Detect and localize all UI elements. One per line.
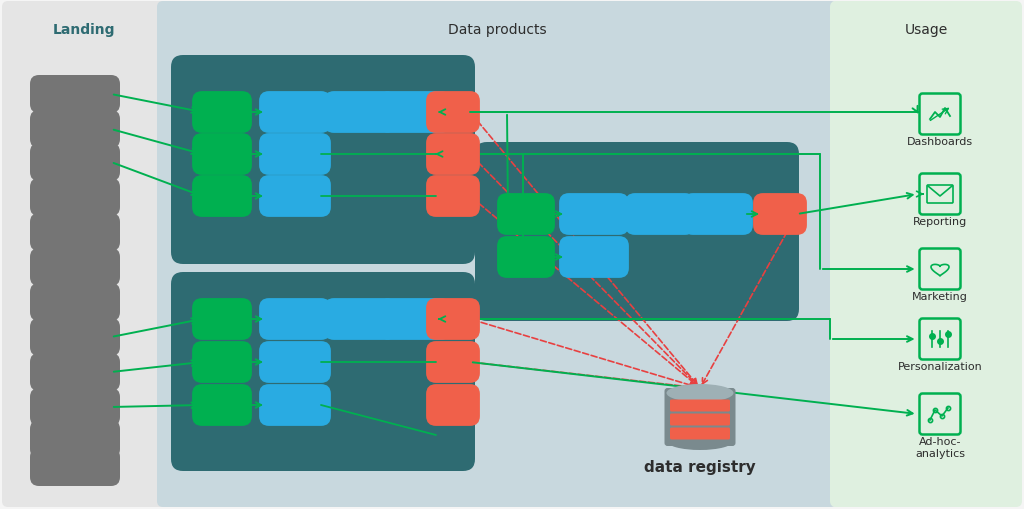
FancyBboxPatch shape [30,179,120,216]
FancyBboxPatch shape [171,56,475,265]
FancyBboxPatch shape [665,388,735,446]
FancyBboxPatch shape [325,92,396,134]
FancyBboxPatch shape [379,92,451,134]
FancyBboxPatch shape [753,194,807,236]
FancyBboxPatch shape [259,134,331,176]
FancyBboxPatch shape [30,318,120,356]
FancyBboxPatch shape [30,248,120,287]
FancyBboxPatch shape [559,194,629,236]
FancyBboxPatch shape [625,194,695,236]
FancyBboxPatch shape [259,384,331,426]
Text: Landing: Landing [53,23,116,37]
FancyBboxPatch shape [683,194,753,236]
FancyBboxPatch shape [193,298,252,340]
FancyBboxPatch shape [193,176,252,217]
FancyBboxPatch shape [30,448,120,486]
Text: Marketing: Marketing [912,292,968,302]
Text: Reporting: Reporting [912,217,967,227]
FancyBboxPatch shape [193,342,252,383]
FancyBboxPatch shape [426,342,480,383]
FancyBboxPatch shape [475,143,799,321]
FancyBboxPatch shape [259,92,331,134]
FancyBboxPatch shape [426,92,480,134]
Text: Data products: Data products [447,23,547,37]
FancyBboxPatch shape [193,92,252,134]
FancyBboxPatch shape [670,428,730,440]
FancyBboxPatch shape [259,342,331,383]
FancyBboxPatch shape [379,298,451,340]
FancyBboxPatch shape [426,176,480,217]
FancyBboxPatch shape [30,144,120,182]
FancyBboxPatch shape [30,214,120,251]
Text: Ad-hoc-
analytics: Ad-hoc- analytics [915,437,965,458]
FancyBboxPatch shape [497,194,555,236]
Text: Personalization: Personalization [898,362,982,372]
FancyBboxPatch shape [426,384,480,426]
Ellipse shape [667,432,733,450]
FancyBboxPatch shape [497,237,555,278]
FancyBboxPatch shape [426,134,480,176]
Text: Dashboards: Dashboards [907,137,973,147]
FancyBboxPatch shape [30,111,120,149]
Text: Usage: Usage [904,23,947,37]
FancyBboxPatch shape [30,353,120,391]
FancyBboxPatch shape [559,237,629,278]
FancyBboxPatch shape [670,414,730,426]
FancyBboxPatch shape [259,298,331,340]
FancyBboxPatch shape [30,388,120,426]
FancyBboxPatch shape [157,2,837,507]
FancyBboxPatch shape [830,2,1022,507]
FancyBboxPatch shape [2,2,166,507]
FancyBboxPatch shape [30,284,120,321]
FancyBboxPatch shape [30,420,120,458]
FancyBboxPatch shape [193,134,252,176]
FancyBboxPatch shape [325,298,396,340]
FancyBboxPatch shape [259,176,331,217]
FancyBboxPatch shape [426,298,480,340]
FancyBboxPatch shape [670,400,730,412]
FancyBboxPatch shape [171,272,475,471]
FancyBboxPatch shape [30,76,120,114]
Text: data registry: data registry [644,459,756,474]
FancyBboxPatch shape [193,384,252,426]
Ellipse shape [667,384,733,402]
